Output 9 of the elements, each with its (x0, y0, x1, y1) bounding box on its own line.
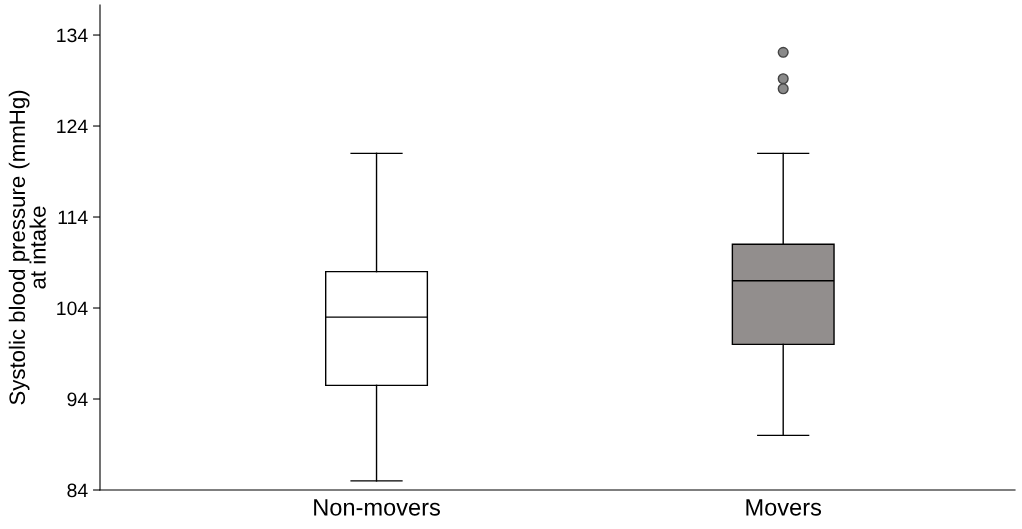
x-tick-label: Movers (746, 499, 822, 516)
x-tick-label: Non-movers (314, 499, 440, 516)
y-tick-label: 84 (67, 483, 88, 498)
y-axis-title: Systolic blood pressure (mmHg) at intake (8, 90, 46, 405)
y-tick-label: 114 (58, 210, 88, 225)
y-tick-label: 134 (57, 28, 88, 43)
y-tick-label: 94 (67, 392, 88, 407)
y-tick-label: 124 (57, 119, 88, 134)
y-tick-label: 104 (57, 301, 88, 316)
